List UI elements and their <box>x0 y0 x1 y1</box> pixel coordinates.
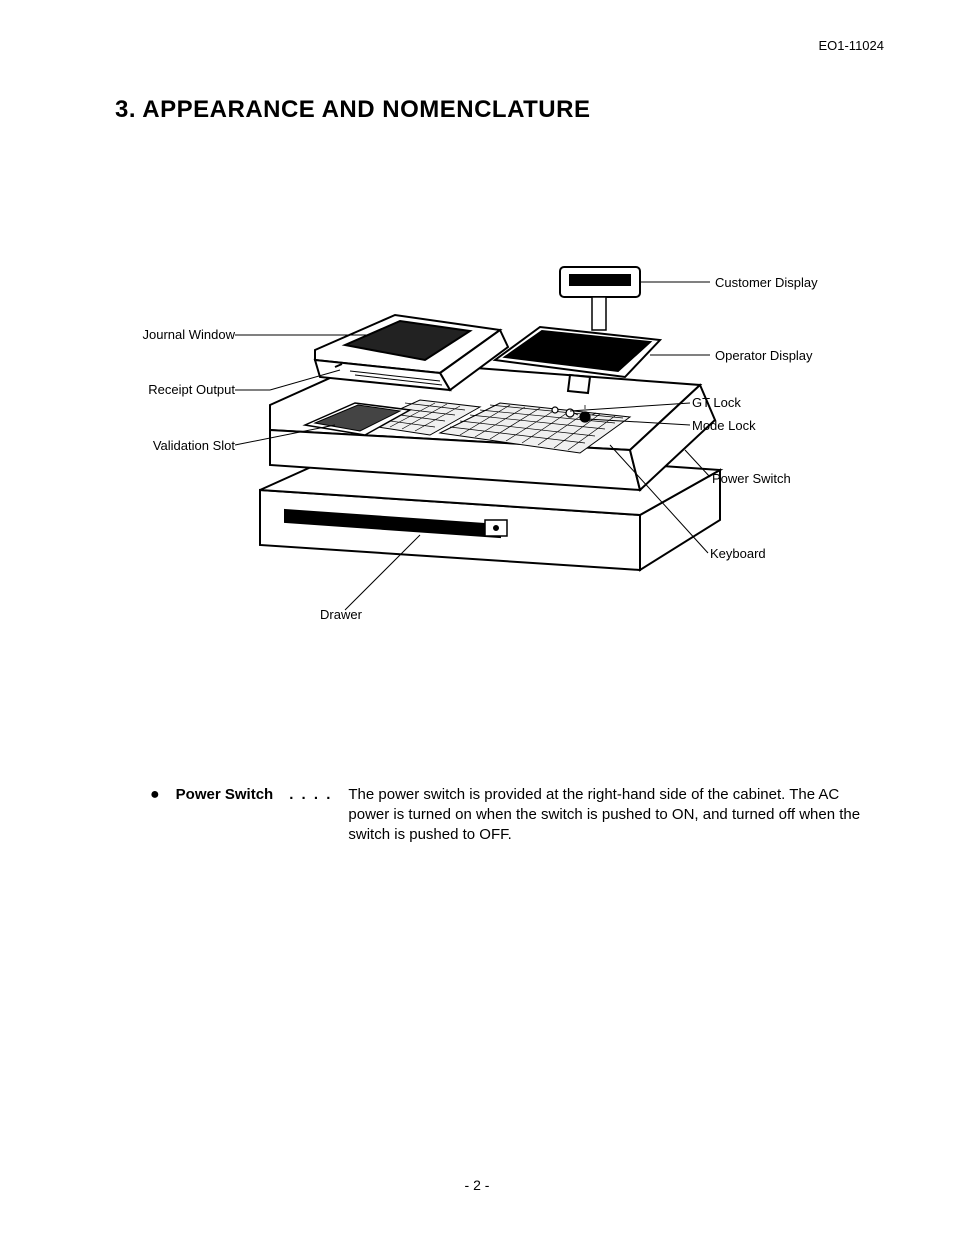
description-label: Power Switch <box>176 785 274 805</box>
description-dots: . . . . <box>289 785 332 805</box>
label-drawer: Drawer <box>320 607 362 622</box>
label-receipt-output: Receipt Output <box>140 382 235 397</box>
label-gt-lock: GT Lock <box>692 395 741 410</box>
label-keyboard: Keyboard <box>710 546 766 561</box>
register-svg <box>140 255 820 635</box>
label-customer-display: Customer Display <box>715 275 818 290</box>
label-journal-window: Journal Window <box>140 327 235 342</box>
document-id: EO1-11024 <box>818 38 884 53</box>
description-text: The power switch is provided at the righ… <box>348 785 870 845</box>
page-number: - 2 - <box>465 1177 490 1193</box>
description-block: ● Power Switch . . . . The power switch … <box>150 785 870 845</box>
page: EO1-11024 3. APPEARANCE AND NOMENCLATURE <box>0 0 954 1241</box>
cash-register-diagram: Customer Display Journal Window Operator… <box>140 255 820 635</box>
bullet-icon: ● <box>150 785 160 805</box>
label-mode-lock: Mode Lock <box>692 418 756 433</box>
label-power-switch: Power Switch <box>712 471 791 486</box>
label-validation-slot: Validation Slot <box>140 438 235 453</box>
label-operator-display: Operator Display <box>715 348 813 363</box>
section-title: 3. APPEARANCE AND NOMENCLATURE <box>115 96 590 124</box>
